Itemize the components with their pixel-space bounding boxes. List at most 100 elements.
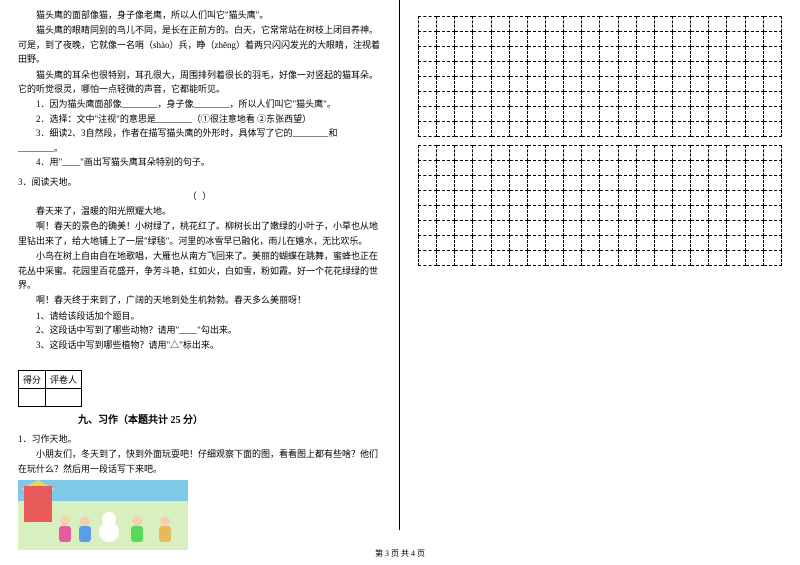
question-item: 1．因为猫头鹰面部像________，身子像________，所以人们叫它"猫头… <box>18 97 381 111</box>
grid-cell <box>709 62 727 77</box>
grid-cell <box>691 107 709 122</box>
grid-cell <box>564 206 582 221</box>
grid-cell <box>582 146 600 161</box>
grid-cell <box>654 62 672 77</box>
grid-cell <box>709 47 727 62</box>
grid-cell <box>582 191 600 206</box>
grid-cell <box>473 32 491 47</box>
grid-cell <box>419 62 437 77</box>
grid-cell <box>437 122 455 137</box>
grid-cell <box>564 47 582 62</box>
grid-cell <box>672 161 690 176</box>
reading-line: 啊！春天的景色的确美！小树绿了，桃花红了。柳树长出了嫩绿的小叶子，小草也从地里钻… <box>18 219 381 248</box>
grid-cell <box>473 122 491 137</box>
grid-cell <box>419 206 437 221</box>
grid-cell <box>564 191 582 206</box>
grid-cell <box>527 146 545 161</box>
grid-cell <box>654 251 672 266</box>
grid-cell <box>473 146 491 161</box>
grid-cell <box>654 206 672 221</box>
grid-cell <box>636 92 654 107</box>
grid-cell <box>564 107 582 122</box>
grid-cell <box>636 206 654 221</box>
grid-cell <box>509 122 527 137</box>
grid-cell <box>491 107 509 122</box>
grid-cell <box>491 92 509 107</box>
grid-cell <box>600 92 618 107</box>
grid-cell <box>545 251 563 266</box>
grid-cell <box>691 161 709 176</box>
grid-cell <box>491 236 509 251</box>
grid-cell <box>636 77 654 92</box>
grid-cell <box>600 251 618 266</box>
writing-number: 1．习作天地。 <box>18 432 381 446</box>
grid-cell <box>564 161 582 176</box>
grid-cell <box>709 206 727 221</box>
grid-cell <box>564 77 582 92</box>
question-item: 3．细读2、3自然段，作者在描写猫头鹰的外形时，具体写了它的________和_… <box>18 126 381 155</box>
grid-cell <box>419 176 437 191</box>
grid-cell <box>419 122 437 137</box>
grid-cell <box>473 176 491 191</box>
grid-cell <box>564 17 582 32</box>
grid-cell <box>618 32 636 47</box>
grid-cell <box>654 32 672 47</box>
grid-cell <box>763 161 781 176</box>
grid-cell <box>709 92 727 107</box>
grid-cell <box>437 251 455 266</box>
grid-cell <box>582 122 600 137</box>
grid-cell <box>419 221 437 236</box>
grid-cell <box>745 236 763 251</box>
child-figure <box>130 516 144 544</box>
section-nine-title: 九、习作（本题共计 25 分） <box>78 411 381 426</box>
grid-cell <box>727 62 745 77</box>
page-footer: 第 3 页 共 4 页 <box>0 548 800 559</box>
grid-cell <box>545 32 563 47</box>
grid-cell <box>473 206 491 221</box>
grid-cell <box>600 221 618 236</box>
grid-cell <box>491 176 509 191</box>
grid-cell <box>437 17 455 32</box>
grid-cell <box>618 107 636 122</box>
grid-cell <box>491 122 509 137</box>
grid-cell <box>509 107 527 122</box>
grid-cell <box>455 77 473 92</box>
grid-cell <box>545 62 563 77</box>
grid-cell <box>654 47 672 62</box>
grid-cell <box>473 47 491 62</box>
grid-cell <box>691 206 709 221</box>
grid-cell <box>709 17 727 32</box>
passage-line: 猫头鹰的眼睛同别的鸟儿不同，是长在正前方的。白天，它常常站在树枝上闭目养神。可是… <box>18 23 381 66</box>
grid-cell <box>527 176 545 191</box>
grid-cell <box>564 122 582 137</box>
grid-cell <box>419 92 437 107</box>
grid-cell <box>618 251 636 266</box>
grid-cell <box>763 92 781 107</box>
grid-cell <box>527 191 545 206</box>
grid-cell <box>745 17 763 32</box>
grid-cell <box>509 206 527 221</box>
grid-cell <box>745 146 763 161</box>
grid-cell <box>654 107 672 122</box>
grid-cell <box>582 77 600 92</box>
grid-cell <box>654 161 672 176</box>
grid-cell <box>509 77 527 92</box>
grid-cell <box>491 32 509 47</box>
grid-cell <box>709 161 727 176</box>
grid-cell <box>491 17 509 32</box>
left-column: 猫头鹰的面部像猫，身子像老鹰，所以人们叫它"猫头鹰"。 猫头鹰的眼睛同别的鸟儿不… <box>0 0 400 530</box>
blank-parenthesis: （ ） <box>18 190 381 204</box>
grid-cell <box>600 17 618 32</box>
grid-cell <box>763 77 781 92</box>
grid-cell <box>437 62 455 77</box>
grid-cell <box>600 236 618 251</box>
grid-cell <box>527 221 545 236</box>
grid-cell <box>727 47 745 62</box>
grid-cell <box>672 32 690 47</box>
grid-cell <box>527 32 545 47</box>
grid-cell <box>473 221 491 236</box>
grid-cell <box>618 122 636 137</box>
grid-cell <box>672 146 690 161</box>
grid-cell <box>709 221 727 236</box>
grid-cell <box>763 62 781 77</box>
